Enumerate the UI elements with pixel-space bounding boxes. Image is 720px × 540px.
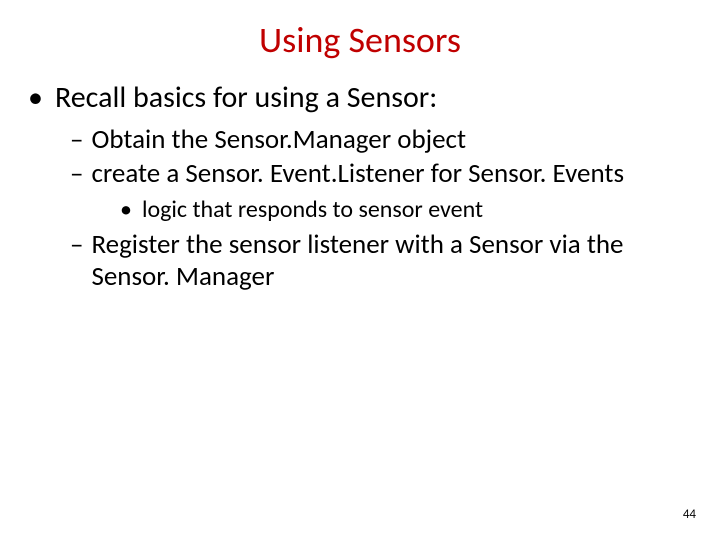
- bullet-level-1: • Recall basics for using a Sensor:: [28, 80, 680, 116]
- bullet-text: Recall basics for using a Sensor:: [55, 80, 437, 116]
- slide-title: Using Sensors: [0, 0, 720, 80]
- bullet-marker-l2: –: [70, 158, 83, 190]
- bullet-level-2: – create a Sensor. Event.Listener for Se…: [70, 158, 680, 190]
- slide-content: • Recall basics for using a Sensor: – Ob…: [0, 80, 720, 294]
- bullet-text: logic that responds to sensor event: [142, 195, 483, 225]
- bullet-text: Register the sensor listener with a Sens…: [91, 229, 680, 294]
- bullet-text: create a Sensor. Event.Listener for Sens…: [91, 158, 624, 190]
- bullet-marker-l3: •: [120, 195, 132, 225]
- bullet-text: Obtain the Sensor.Manager object: [91, 124, 466, 156]
- bullet-marker-l2: –: [70, 124, 83, 156]
- bullet-level-2: – Register the sensor listener with a Se…: [70, 229, 680, 294]
- bullet-level-2: – Obtain the Sensor.Manager object: [70, 124, 680, 156]
- bullet-marker-l2: –: [70, 229, 83, 294]
- bullet-marker-l1: •: [28, 80, 43, 116]
- page-number: 44: [683, 507, 696, 522]
- bullet-level-3: • logic that responds to sensor event: [120, 195, 680, 225]
